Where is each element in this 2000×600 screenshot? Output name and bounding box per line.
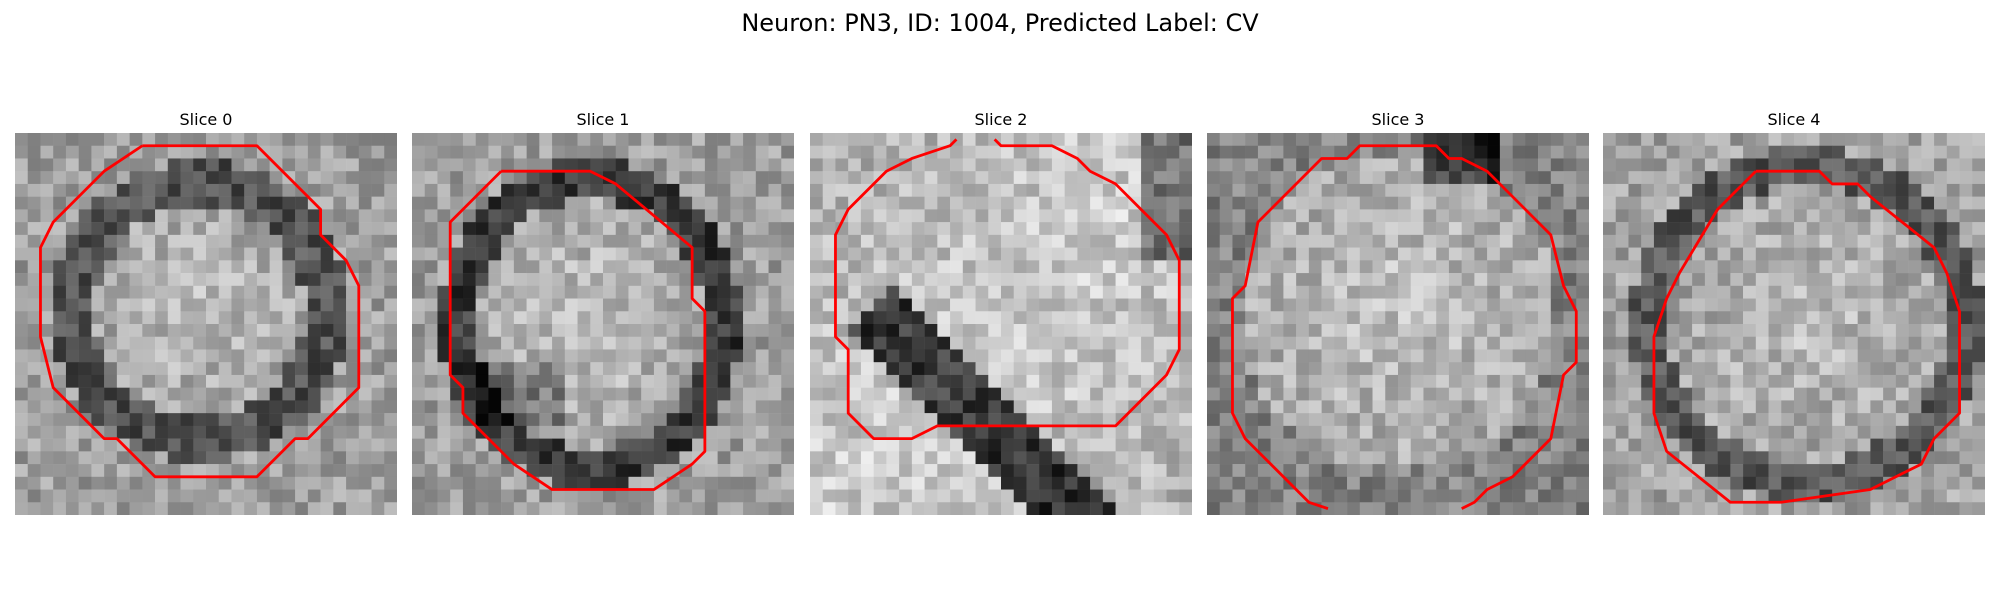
- slice-title-0: Slice 0: [179, 110, 233, 129]
- slice-panel-2: Slice 2: [810, 108, 1192, 515]
- slice-image-1: [412, 133, 794, 515]
- segmentation-contour-0: [39, 144, 361, 479]
- slice-title-3: Slice 3: [1371, 110, 1425, 129]
- segmentation-contour-4: [1652, 169, 1961, 504]
- segmentation-contour-2: [834, 138, 1181, 441]
- segmentation-contour-3: [1231, 144, 1578, 510]
- slice-panel-0: Slice 0: [15, 108, 397, 515]
- microscopy-image-1: [412, 133, 794, 515]
- slice-image-4: [1603, 133, 1985, 515]
- slice-image-2: [810, 133, 1192, 515]
- slice-panel-3: Slice 3: [1207, 108, 1589, 515]
- slice-image-3: [1207, 133, 1589, 515]
- slice-title-4: Slice 4: [1767, 110, 1821, 129]
- segmentation-contour-1: [448, 169, 707, 491]
- microscopy-image-0: [15, 133, 397, 515]
- slice-image-0: [15, 133, 397, 515]
- slice-title-1: Slice 1: [576, 110, 630, 129]
- slice-panel-4: Slice 4: [1603, 108, 1985, 515]
- figure-title: Neuron: PN3, ID: 1004, Predicted Label: …: [741, 9, 1259, 37]
- microscopy-image-2: [810, 133, 1192, 515]
- microscopy-image-3: [1207, 133, 1589, 515]
- microscopy-image-4: [1603, 133, 1985, 515]
- slice-title-2: Slice 2: [974, 110, 1028, 129]
- slice-panel-1: Slice 1: [412, 108, 794, 515]
